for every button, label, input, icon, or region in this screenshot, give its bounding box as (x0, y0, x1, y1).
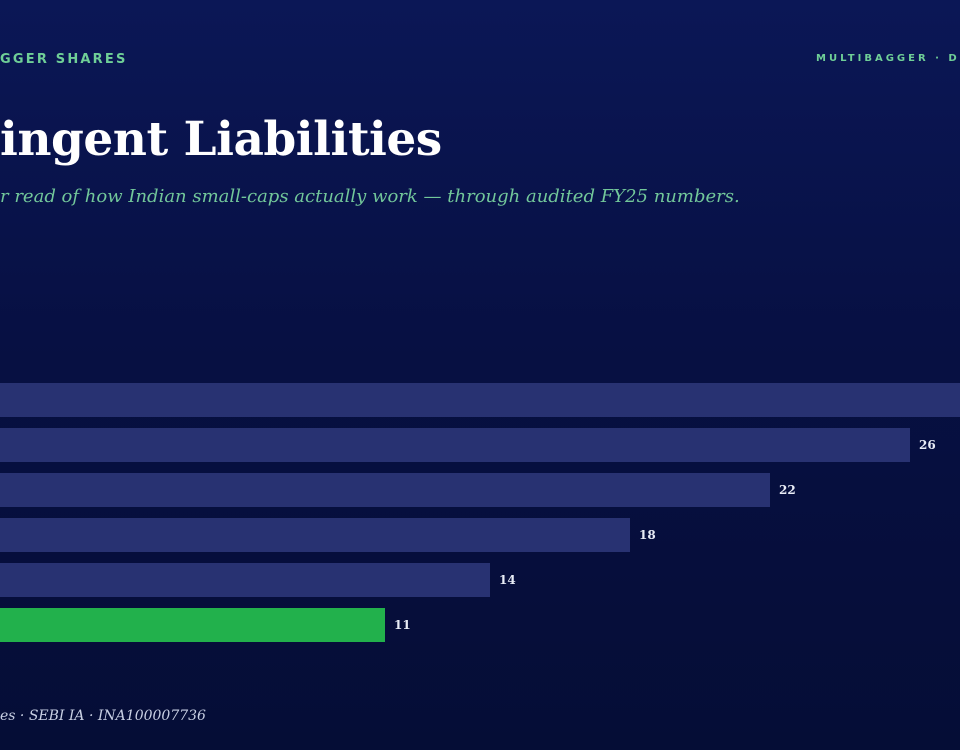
bar-highlight (0, 608, 385, 642)
bar-value-label: 14 (499, 573, 516, 587)
brand-right-label: MULTIBAGGER · D (816, 53, 960, 64)
bar (0, 518, 630, 552)
bar (0, 383, 960, 417)
bar-value-label: 11 (394, 618, 411, 632)
bar-value-label: 18 (639, 528, 656, 542)
brand-left-label: GGER SHARES (0, 52, 128, 67)
bar (0, 563, 490, 597)
bar-value-label: 22 (779, 483, 796, 497)
bar (0, 428, 910, 462)
bar (0, 473, 770, 507)
bar-value-label: 26 (919, 438, 936, 452)
page-subtitle: r read of how Indian small-caps actually… (0, 186, 740, 207)
footer-note: es · SEBI IA · INA100007736 (0, 708, 206, 724)
page-title: ingent Liabilities (0, 112, 442, 167)
